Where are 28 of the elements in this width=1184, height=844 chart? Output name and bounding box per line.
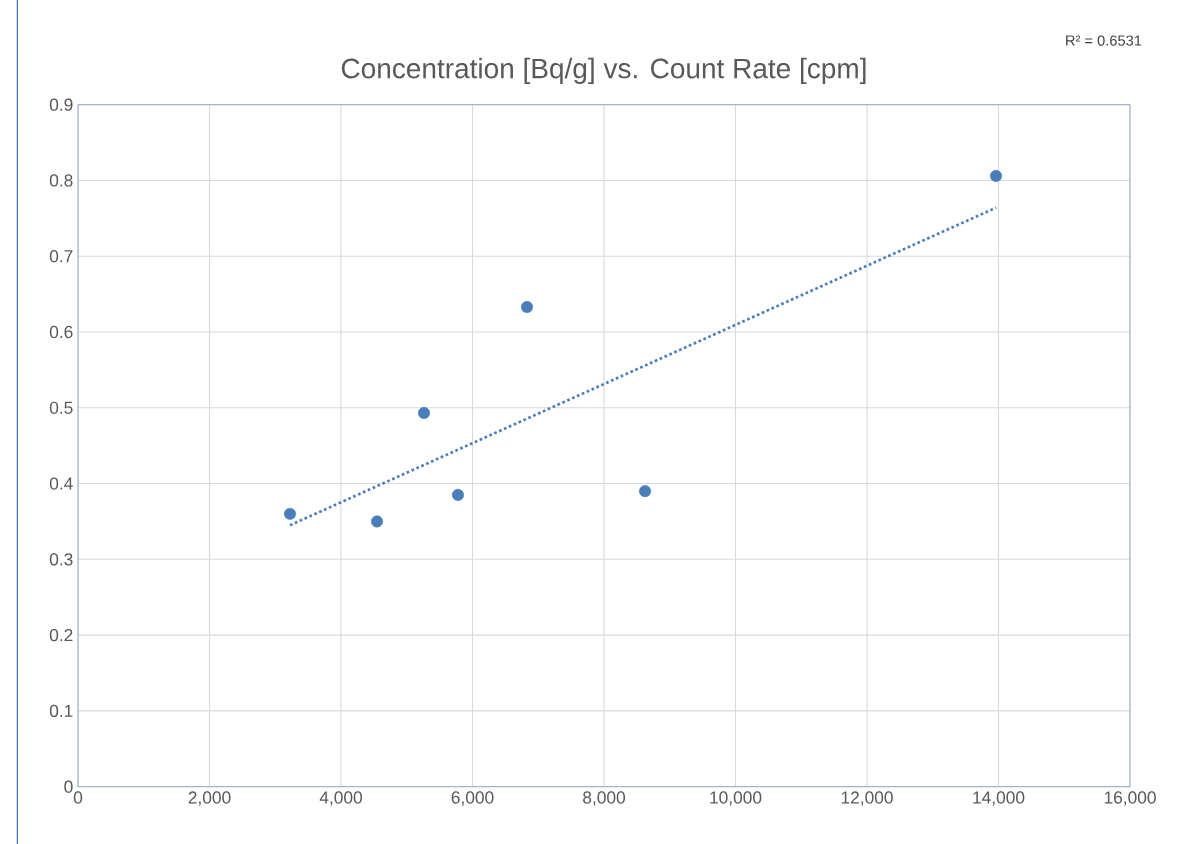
y-tick-label: 0.9 [49,98,73,111]
y-tick-label: 0.4 [49,477,73,490]
point [990,169,1003,182]
y-tick-label: 0.1 [49,704,73,718]
point [417,407,430,420]
y-tick-label: 0.7 [49,250,73,263]
x-tick-label: 0 [73,791,83,804]
point [371,515,384,528]
x-tick-label: 2,000 [188,791,231,806]
y-tick-label: 0.8 [49,174,73,187]
point [639,485,652,498]
point [521,300,534,313]
x-tick-label: 12,000 [841,791,893,806]
x-tick-label: 4,000 [319,791,363,806]
point [451,488,464,501]
chart-title: Concentration [Bq/g] vs. Count Rate [cpm] [341,57,866,84]
y-tick-label: 0.6 [49,325,73,339]
y-tick-label: 0.2 [49,628,73,642]
point [283,507,296,520]
x-tick-label: 8,000 [583,791,626,806]
y-tick-label: 0.5 [49,401,73,414]
text: R² = 0.6531 [1066,35,1142,46]
x-tick-label: 6,000 [451,791,494,806]
x-tick-label: 14,000 [973,791,1025,806]
y-tick-label: 0.3 [49,553,73,566]
y-tick-label: 0 [64,780,73,793]
x-tick-label: 16,000 [1104,791,1156,806]
x-tick-label: 10,000 [710,791,762,806]
